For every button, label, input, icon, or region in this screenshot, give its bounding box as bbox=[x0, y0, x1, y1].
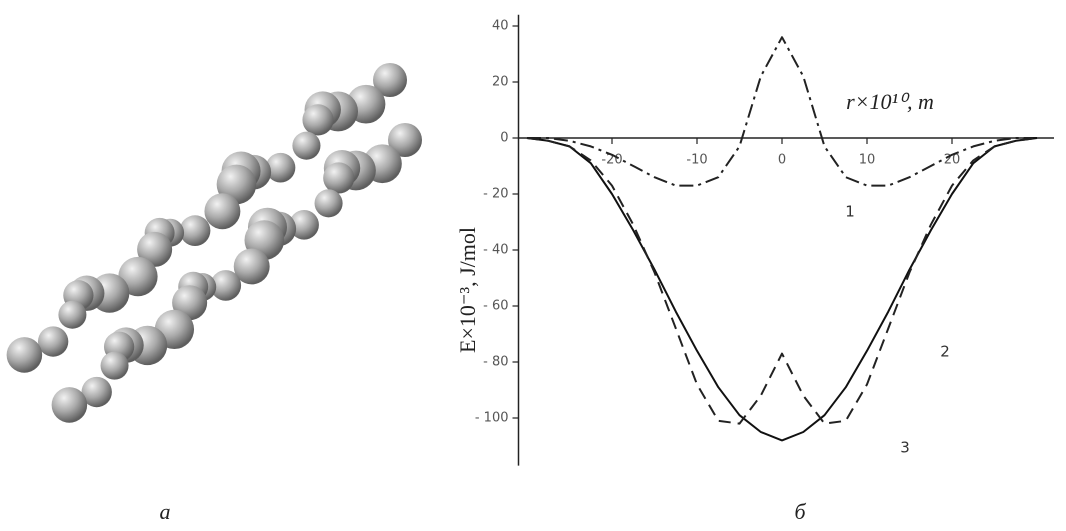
y-tick-label: 40 bbox=[492, 19, 509, 34]
y-tick-label: - 20 bbox=[483, 187, 508, 202]
atom-sphere bbox=[52, 387, 88, 423]
x-tick-label: -10 bbox=[686, 153, 707, 168]
molecule-image bbox=[7, 63, 422, 423]
y-tick-label: - 80 bbox=[483, 355, 508, 370]
curve-label: 3 bbox=[900, 439, 910, 457]
atom-sphere bbox=[315, 189, 343, 217]
figure: a б r×10¹⁰, m E×10⁻³, J/mol 40200- 20- 4… bbox=[0, 0, 1066, 531]
x-axis-title: r×10¹⁰, m bbox=[846, 89, 934, 114]
atom-sphere bbox=[101, 352, 129, 380]
atom-sphere bbox=[7, 337, 43, 373]
curve-label: 2 bbox=[940, 343, 950, 361]
panel-label: б bbox=[794, 499, 806, 524]
curve-label: 1 bbox=[845, 203, 855, 221]
y-tick-label: 0 bbox=[500, 131, 508, 146]
panel-label: a bbox=[160, 499, 171, 524]
atom-sphere bbox=[323, 162, 354, 193]
atom-sphere bbox=[180, 215, 211, 246]
atom-sphere bbox=[38, 326, 68, 356]
x-tick-label: 10 bbox=[859, 153, 876, 168]
series-line bbox=[527, 138, 1037, 440]
y-tick-label: - 40 bbox=[483, 243, 508, 258]
y-axis-title: E×10⁻³, J/mol bbox=[455, 227, 480, 353]
y-tick-label: - 60 bbox=[483, 299, 508, 314]
y-tick-label: 20 bbox=[492, 75, 509, 90]
atom-sphere bbox=[58, 301, 86, 329]
atom-sphere bbox=[204, 193, 240, 229]
y-tick-label: - 100 bbox=[475, 411, 509, 426]
x-tick-label: 0 bbox=[778, 153, 786, 168]
atom-sphere bbox=[292, 132, 320, 160]
atom-sphere bbox=[302, 104, 333, 135]
